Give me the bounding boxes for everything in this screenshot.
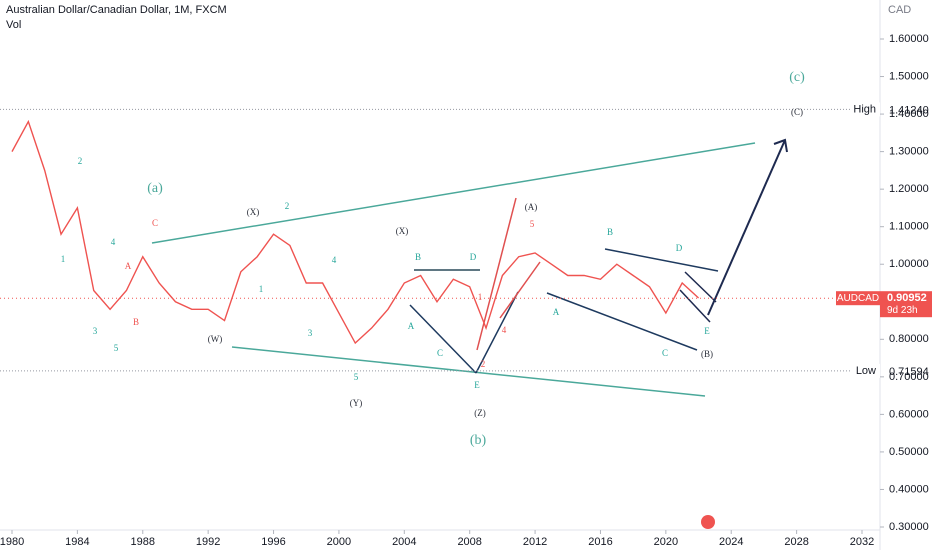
wave-label: C (662, 348, 668, 358)
wave-label: 5 (114, 343, 119, 353)
x-tick-label: 2004 (392, 536, 416, 548)
wave-label: (Z) (474, 408, 486, 418)
wave-label: (c) (789, 70, 805, 85)
wave-label: 4 (332, 255, 337, 265)
trendlines (151, 138, 788, 397)
symbol-tag-label: AUDCAD (837, 293, 879, 304)
low-tag-label: Low (856, 365, 876, 377)
wave-label: 2 (78, 156, 83, 166)
wave-label: 4 (502, 325, 507, 335)
wave-label: A (408, 321, 415, 331)
wave-label: 1 (61, 254, 66, 264)
wave-label: (C) (791, 107, 803, 117)
wave-label: (X) (396, 226, 409, 236)
low-value: 0.71594 (889, 366, 929, 378)
trendline (679, 289, 711, 323)
wave-label: B (415, 252, 421, 262)
high-value: 1.41240 (889, 104, 929, 116)
y-tick-label: 1.40000 (889, 108, 929, 120)
price-tag-countdown: 9d 23h (887, 305, 918, 316)
wave-label: (b) (470, 433, 487, 448)
wave-label: 3 (93, 326, 98, 336)
x-tick-label: 2012 (523, 536, 547, 548)
trendline (546, 292, 698, 351)
x-tick-label: 1992 (196, 536, 220, 548)
y-tick-label: 1.20000 (889, 183, 929, 195)
trendline (604, 248, 719, 272)
y-tick-label: 0.80000 (889, 333, 929, 345)
wave-label: A (553, 307, 560, 317)
high-tag (852, 102, 880, 117)
y-tick-label: 0.60000 (889, 408, 929, 420)
currency-label: CAD (888, 4, 911, 16)
x-tick-label: 2028 (784, 536, 808, 548)
price-tag (880, 291, 932, 318)
trendline (475, 291, 519, 374)
price-line (11, 119, 700, 345)
y-tick-label: 0.70000 (889, 371, 929, 383)
y-tick-label: 1.00000 (889, 258, 929, 270)
x-tick-label: 1980 (0, 536, 24, 548)
y-tick-label: 0.50000 (889, 446, 929, 458)
event-icon[interactable] (701, 515, 715, 529)
trendline (231, 346, 706, 397)
wave-label: 1 (259, 284, 264, 294)
x-tick-label: 1988 (131, 536, 155, 548)
chart-title: Australian Dollar/Canadian Dollar, 1M, F… (6, 4, 227, 16)
x-tick-label: 2008 (457, 536, 481, 548)
y-tick-label: 1.10000 (889, 221, 929, 233)
wave-label: 3 (308, 328, 313, 338)
wave-label: C (437, 348, 443, 358)
wave-label: 5 (530, 219, 535, 229)
x-tick-label: 1996 (261, 536, 285, 548)
x-tick-label: 2020 (654, 536, 678, 548)
wave-label: 2 (285, 201, 290, 211)
wave-label: 4 (111, 237, 116, 247)
wave-label: B (607, 227, 613, 237)
wave-label: D (470, 252, 477, 262)
x-tick-label: 2016 (588, 536, 612, 548)
y-tick-label: 1.60000 (889, 33, 929, 45)
wave-label: E (474, 380, 480, 390)
trendline (499, 261, 541, 319)
wave-label: (A) (525, 202, 538, 212)
volume-label: Vol (6, 19, 21, 31)
high-tag-label: High (853, 103, 876, 115)
wave-label: (W) (208, 334, 223, 344)
symbol-tag (836, 291, 880, 306)
wave-label: D (676, 243, 683, 253)
wave-label: 1 (478, 292, 483, 302)
wave-label: 2 (481, 359, 486, 369)
wave-label: (a) (147, 181, 163, 196)
wave-label: A (125, 261, 132, 271)
y-tick-label: 1.30000 (889, 146, 929, 158)
trendline (476, 197, 517, 351)
trendline (684, 271, 717, 303)
x-tick-label: 2024 (719, 536, 743, 548)
x-tick-label: 2000 (327, 536, 351, 548)
price-tag-value: 0.90952 (887, 292, 927, 304)
wave-label: 5 (354, 372, 359, 382)
wave-label: (B) (701, 349, 713, 359)
y-tick-label: 1.50000 (889, 70, 929, 82)
wave-label: (Y) (350, 398, 363, 408)
low-tag (852, 363, 880, 378)
wave-label: B (133, 317, 139, 327)
y-tick-label: 0.40000 (889, 483, 929, 495)
trendline (409, 304, 477, 374)
arrow-head (773, 138, 788, 153)
trendline (151, 142, 756, 244)
x-tick-label: 1984 (65, 536, 89, 548)
y-tick-label: 0.30000 (889, 521, 929, 533)
wave-label: (X) (247, 207, 260, 217)
wave-label: E (704, 326, 710, 336)
arrow (707, 139, 786, 316)
x-tick-label: 2032 (850, 536, 874, 548)
wave-label: C (152, 218, 158, 228)
